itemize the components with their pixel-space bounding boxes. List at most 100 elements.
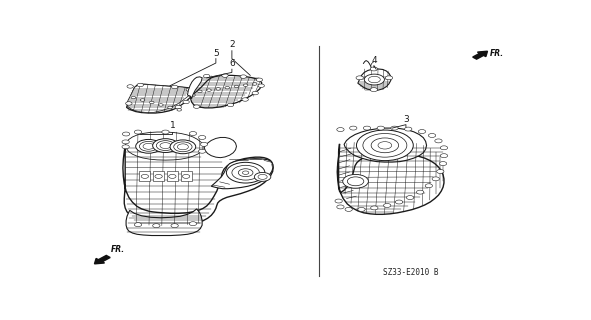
Circle shape: [197, 90, 202, 92]
Circle shape: [168, 174, 176, 178]
Circle shape: [228, 103, 233, 107]
Circle shape: [437, 170, 444, 173]
Text: 3: 3: [403, 115, 409, 124]
Circle shape: [243, 84, 248, 86]
Circle shape: [350, 126, 357, 130]
Circle shape: [174, 142, 192, 152]
Circle shape: [189, 93, 195, 97]
Text: SZ33-E2010 B: SZ33-E2010 B: [383, 268, 439, 277]
Polygon shape: [191, 75, 262, 108]
Text: 1: 1: [170, 121, 175, 130]
Circle shape: [183, 174, 190, 178]
Circle shape: [378, 142, 392, 149]
Polygon shape: [126, 209, 202, 236]
Polygon shape: [358, 69, 391, 90]
Polygon shape: [167, 172, 178, 181]
Circle shape: [432, 177, 439, 181]
Circle shape: [175, 105, 181, 109]
Circle shape: [168, 106, 173, 108]
Circle shape: [371, 206, 378, 210]
Circle shape: [418, 130, 426, 133]
Polygon shape: [126, 84, 194, 113]
Circle shape: [189, 222, 197, 226]
Polygon shape: [153, 172, 164, 181]
Circle shape: [137, 83, 144, 87]
Circle shape: [405, 127, 412, 131]
Circle shape: [200, 142, 207, 146]
Circle shape: [337, 205, 344, 209]
Circle shape: [189, 132, 197, 135]
Circle shape: [335, 199, 342, 203]
Circle shape: [232, 165, 259, 180]
Circle shape: [364, 74, 384, 85]
Text: 6: 6: [229, 60, 235, 68]
Circle shape: [242, 98, 248, 101]
Circle shape: [171, 85, 178, 89]
Circle shape: [337, 128, 344, 132]
Circle shape: [126, 102, 132, 105]
Circle shape: [425, 184, 433, 188]
Circle shape: [207, 89, 212, 92]
Circle shape: [127, 85, 134, 88]
Circle shape: [177, 108, 181, 111]
Polygon shape: [181, 172, 191, 181]
Polygon shape: [344, 128, 427, 162]
FancyArrow shape: [473, 51, 488, 59]
Circle shape: [395, 200, 402, 204]
Circle shape: [371, 138, 398, 153]
Circle shape: [131, 96, 136, 99]
Circle shape: [385, 76, 392, 80]
Polygon shape: [139, 172, 150, 181]
Text: 4: 4: [371, 56, 376, 65]
Circle shape: [238, 169, 253, 177]
Circle shape: [240, 75, 246, 78]
Circle shape: [370, 67, 378, 71]
Circle shape: [435, 139, 442, 143]
Circle shape: [160, 143, 171, 148]
Circle shape: [440, 146, 447, 150]
Circle shape: [391, 126, 398, 130]
Circle shape: [216, 88, 220, 90]
Circle shape: [363, 126, 371, 130]
Circle shape: [356, 130, 413, 161]
Circle shape: [158, 104, 163, 106]
Text: FR.: FR.: [490, 49, 504, 58]
Circle shape: [363, 133, 407, 157]
Circle shape: [183, 100, 189, 104]
Circle shape: [440, 154, 447, 158]
Circle shape: [156, 141, 175, 150]
Circle shape: [254, 172, 271, 181]
Circle shape: [186, 88, 193, 92]
Circle shape: [199, 149, 206, 153]
Circle shape: [368, 76, 380, 83]
Circle shape: [370, 88, 378, 92]
Circle shape: [439, 162, 447, 165]
Text: 5: 5: [213, 49, 219, 58]
Circle shape: [222, 74, 228, 77]
Circle shape: [134, 130, 142, 134]
Circle shape: [417, 190, 424, 194]
Circle shape: [122, 145, 129, 149]
Polygon shape: [125, 132, 203, 160]
Polygon shape: [337, 144, 444, 214]
Polygon shape: [127, 84, 193, 113]
Circle shape: [162, 130, 169, 134]
Circle shape: [152, 139, 178, 153]
Circle shape: [193, 105, 200, 108]
Circle shape: [256, 78, 262, 82]
Circle shape: [122, 140, 129, 144]
Circle shape: [150, 101, 154, 104]
Circle shape: [345, 207, 352, 212]
Circle shape: [343, 174, 368, 188]
Circle shape: [199, 135, 206, 140]
Circle shape: [171, 224, 178, 228]
Circle shape: [143, 143, 154, 149]
Circle shape: [122, 132, 130, 136]
Circle shape: [407, 196, 414, 200]
Circle shape: [226, 162, 265, 183]
Circle shape: [348, 177, 364, 186]
Circle shape: [234, 85, 239, 88]
Circle shape: [141, 174, 148, 178]
Circle shape: [152, 224, 160, 228]
Polygon shape: [204, 138, 236, 158]
